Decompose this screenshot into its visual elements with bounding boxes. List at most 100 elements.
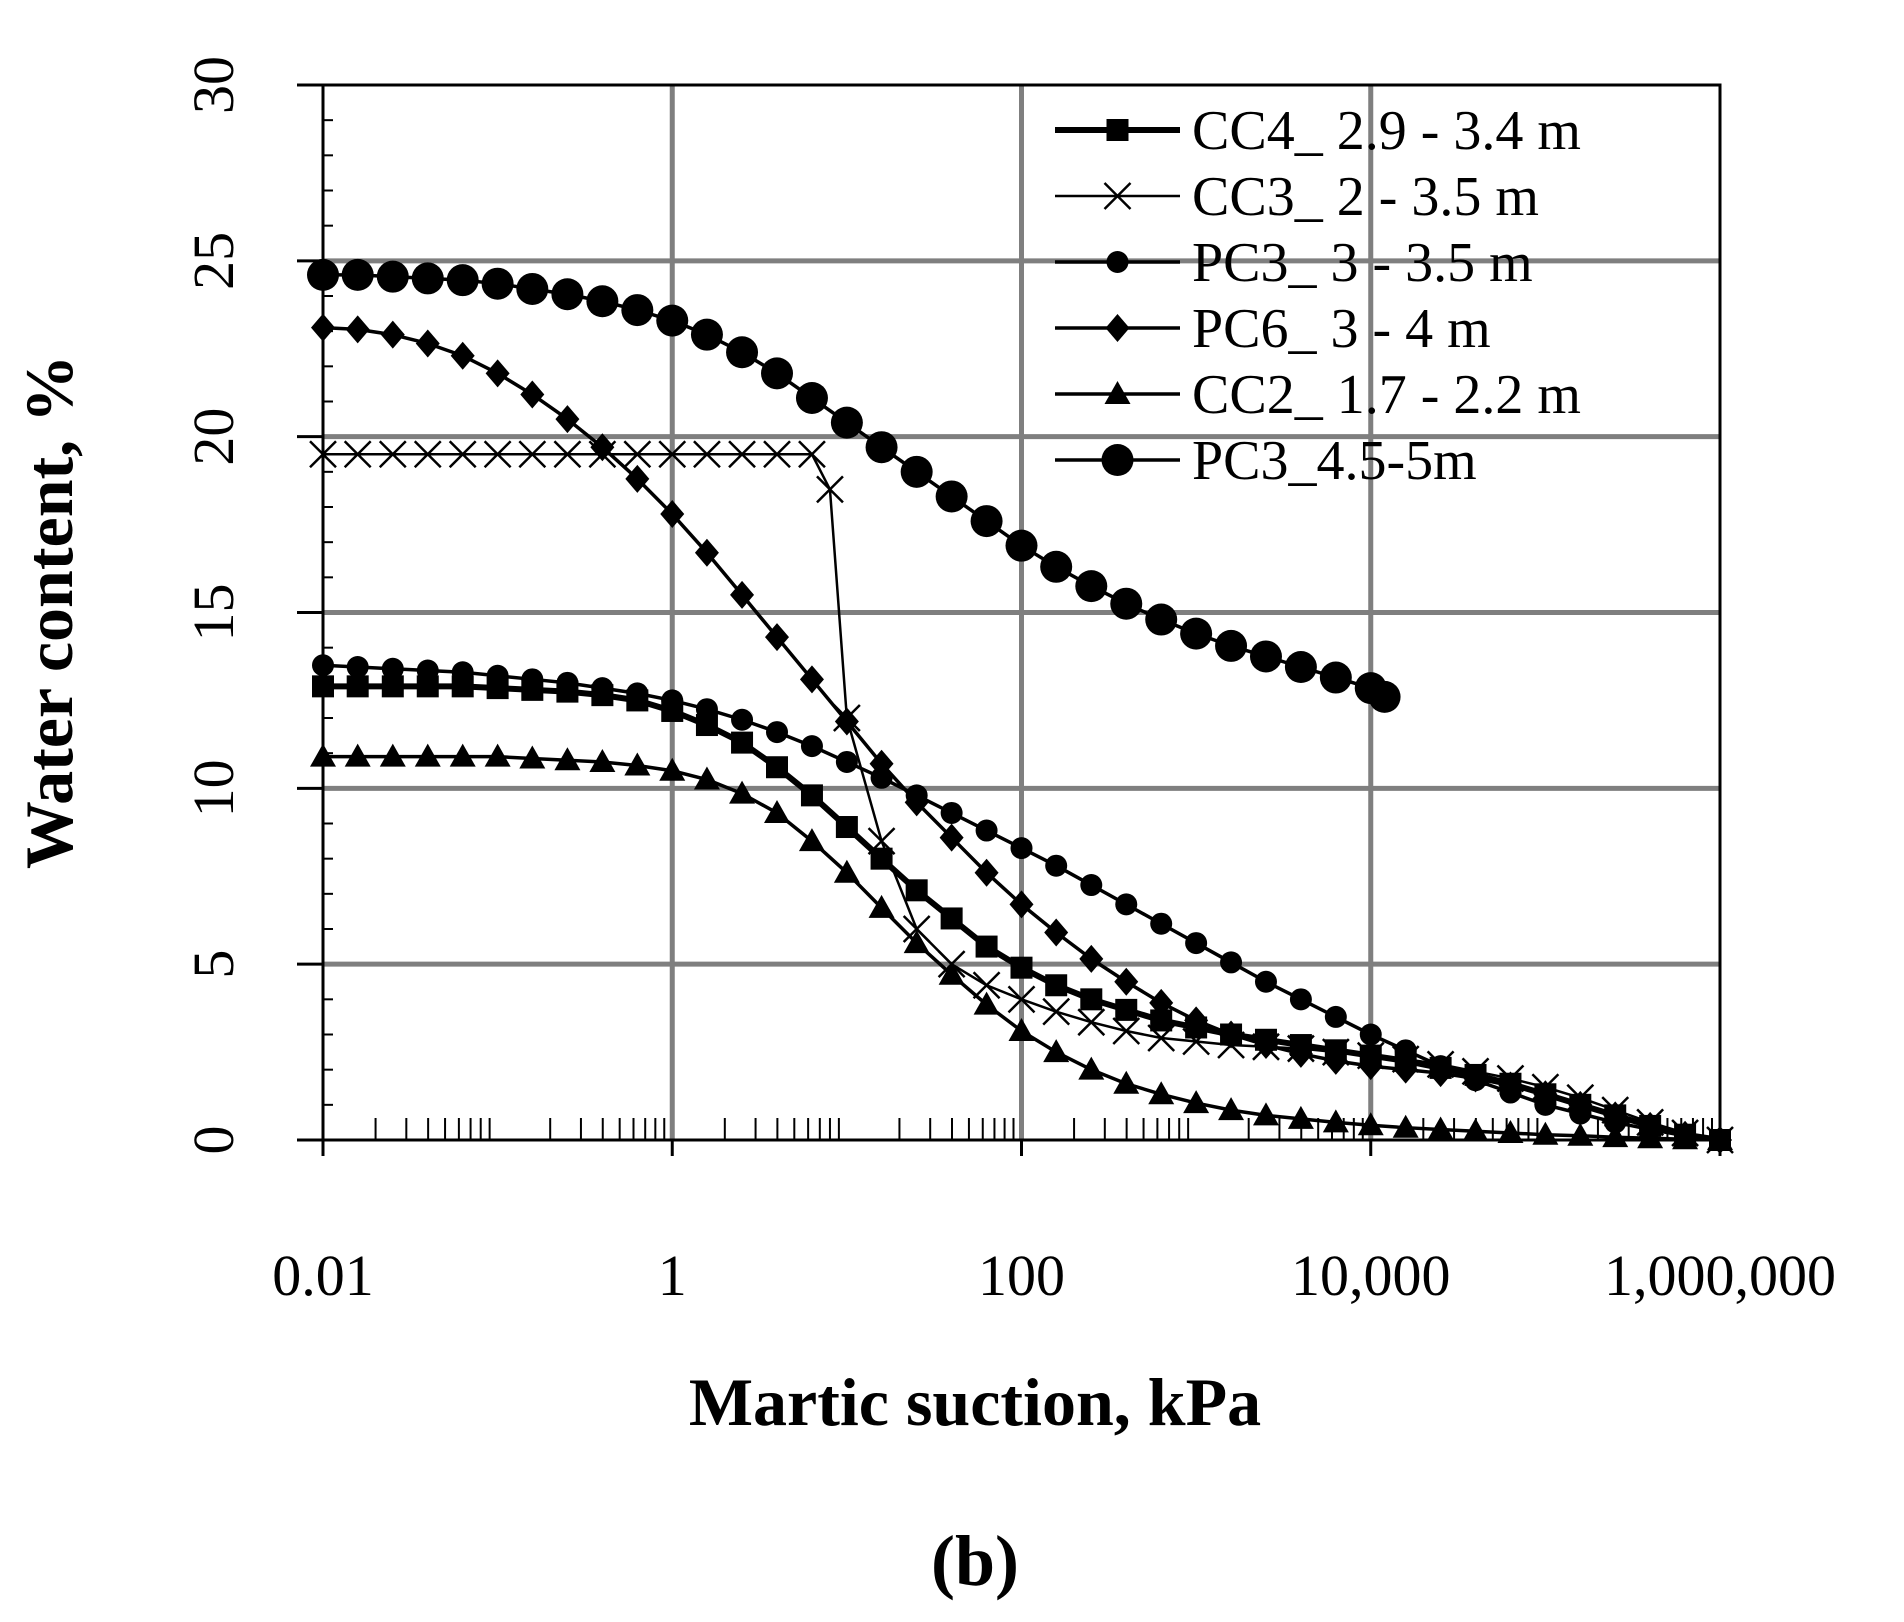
- data-point: [346, 656, 369, 679]
- data-point: [1254, 970, 1277, 993]
- data-point: [798, 440, 826, 469]
- data-point: [865, 431, 898, 464]
- x-marker-stroke: [623, 440, 652, 469]
- data-point: [900, 455, 933, 488]
- data-point: [625, 464, 650, 493]
- data-point: [800, 735, 823, 758]
- data-point: [551, 278, 584, 311]
- data-point: [1147, 1024, 1176, 1052]
- data-point: [1253, 1031, 1278, 1060]
- legend-marker: [1104, 381, 1131, 404]
- data-point: [520, 380, 545, 409]
- data-point: [1043, 1039, 1070, 1063]
- legend-item: CC4_ 2.9 - 3.4 m: [1055, 100, 1581, 162]
- data-point: [1252, 1102, 1279, 1126]
- data-point: [1150, 912, 1173, 935]
- legend-item: CC2_ 1.7 - 2.2 m: [1055, 364, 1581, 426]
- data-point: [451, 661, 474, 684]
- data-point: [343, 440, 372, 469]
- data-point: [341, 258, 374, 291]
- data-point: [1220, 951, 1243, 974]
- data-point: [972, 971, 1001, 1000]
- y-tick-label: 0: [181, 1126, 246, 1155]
- data-point: [973, 991, 1000, 1015]
- x-marker-stroke: [378, 440, 407, 469]
- x-marker-stroke: [1103, 182, 1132, 210]
- data-point: [1568, 1090, 1593, 1119]
- x-marker-stroke: [728, 440, 756, 469]
- data-point: [1497, 1119, 1524, 1143]
- data-point: [798, 828, 825, 852]
- data-point: [381, 675, 404, 698]
- y-axis-title: Water content, %: [11, 355, 87, 869]
- data-point: [1368, 680, 1401, 713]
- data-point: [868, 894, 895, 918]
- data-point: [1112, 1017, 1141, 1045]
- data-point: [1357, 1112, 1384, 1136]
- data-point: [414, 743, 441, 767]
- data-point: [905, 879, 928, 902]
- data-point: [799, 665, 824, 694]
- data-point: [935, 480, 968, 513]
- data-point: [1249, 640, 1282, 673]
- legend-label: PC3_4.5-5m: [1192, 430, 1477, 492]
- data-point: [1359, 1023, 1382, 1046]
- y-tick-label: 25: [181, 232, 246, 290]
- data-point: [485, 359, 510, 388]
- data-point: [940, 907, 963, 930]
- y-tick-label: 5: [181, 950, 246, 979]
- data-point: [940, 801, 963, 824]
- x-marker-stroke: [1077, 1008, 1106, 1037]
- x-tick-label: 1: [658, 1243, 687, 1308]
- data-point: [623, 440, 652, 469]
- data-point: [656, 304, 689, 337]
- data-point: [761, 357, 794, 390]
- data-point: [766, 756, 789, 779]
- data-point: [554, 747, 581, 771]
- y-tick-labels: 0 5 10 15 20 25 30: [181, 56, 323, 1155]
- data-point: [624, 752, 651, 776]
- data-point: [726, 336, 759, 369]
- x-marker-stroke: [763, 440, 791, 469]
- data-point: [553, 440, 582, 469]
- data-point: [1533, 1080, 1558, 1109]
- data-point: [1287, 1105, 1314, 1129]
- data-point: [378, 440, 407, 469]
- data-point: [376, 260, 409, 293]
- legend-item: PC3_ 3 - 3.5 m: [1055, 232, 1533, 294]
- data-point: [556, 671, 579, 694]
- data-point: [694, 538, 719, 567]
- data-point: [693, 766, 720, 790]
- x-marker-stroke: [1147, 1024, 1176, 1052]
- data-point: [1149, 988, 1174, 1017]
- series-circle-large: [307, 258, 1401, 713]
- x-marker-stroke: [693, 440, 721, 469]
- data-point: [1185, 932, 1208, 955]
- data-point: [591, 677, 614, 700]
- y-tick-label: 20: [181, 408, 246, 466]
- data-point: [446, 264, 479, 297]
- x-marker-stroke: [413, 440, 442, 469]
- x-marker-stroke: [448, 440, 477, 469]
- data-point: [1150, 1009, 1173, 1032]
- legend-marker: [1103, 182, 1132, 210]
- x-axis-title: Martic suction, kPa: [689, 1364, 1261, 1440]
- data-point: [1672, 1126, 1699, 1150]
- data-point: [764, 799, 791, 823]
- x-tick-label: 0.01: [272, 1243, 374, 1308]
- data-point: [586, 285, 619, 318]
- data-point: [731, 708, 754, 731]
- data-point: [344, 743, 371, 767]
- data-point: [800, 784, 823, 807]
- data-point: [450, 341, 475, 370]
- x-tick-labels: 0.01 1 100 10,000 1,000,000: [272, 1140, 1836, 1308]
- data-point: [1603, 1101, 1628, 1130]
- data-point: [1009, 890, 1034, 919]
- data-point: [1394, 1039, 1417, 1062]
- data-point: [1145, 603, 1178, 636]
- data-point: [659, 757, 686, 781]
- data-point: [869, 749, 894, 778]
- series-diamond: [311, 313, 1732, 1154]
- data-point: [1284, 651, 1317, 684]
- data-point: [658, 440, 687, 469]
